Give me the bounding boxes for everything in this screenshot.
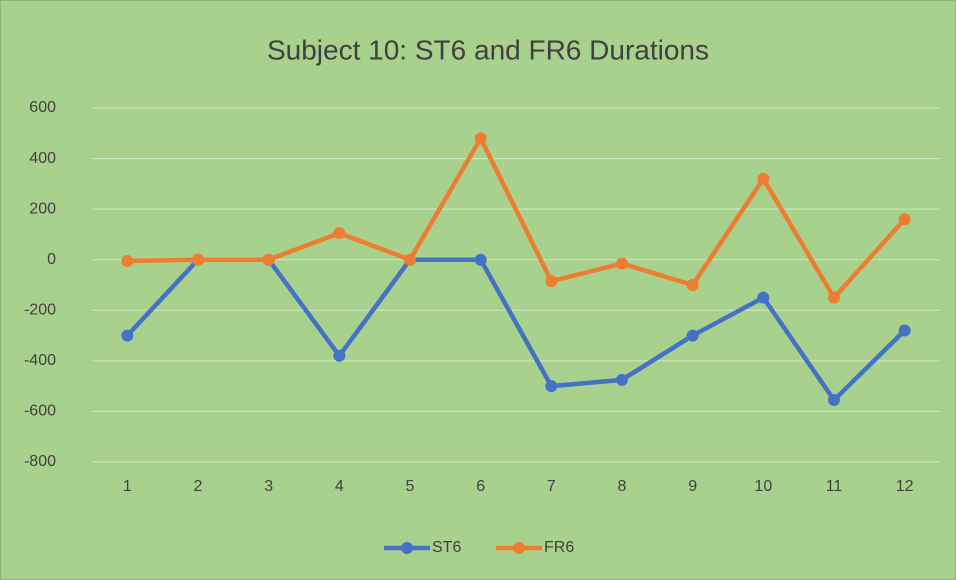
data-point [616,373,628,386]
data-point [828,291,840,304]
x-tick-label: 12 [896,478,914,495]
data-point [121,329,134,342]
data-point [192,253,204,266]
data-point [898,213,911,226]
legend-label: ST6 [432,539,461,556]
data-point [333,227,346,240]
x-tick-label: 11 [826,478,843,495]
x-tick-label: 9 [688,478,697,495]
data-point [474,132,487,145]
x-tick-label: 7 [547,478,556,495]
x-tick-label: 6 [476,478,485,495]
data-point [757,172,770,185]
y-tick-label: -600 [24,403,56,420]
x-tick-label: 10 [754,478,772,495]
y-tick-label: 200 [29,200,56,217]
y-tick-label: 600 [29,99,56,116]
chart-title: Subject 10: ST6 and FR6 Durations [267,34,709,65]
data-point [616,257,628,270]
legend-marker [401,542,413,554]
legend-label: FR6 [544,539,574,556]
y-tick-label: -400 [24,352,56,369]
data-point [121,254,134,267]
data-point [757,291,770,304]
x-tick-label: 5 [406,478,415,495]
series-line [127,136,907,300]
data-point [333,349,346,362]
data-point [545,275,558,288]
y-tick-label: 0 [47,251,56,268]
data-point [545,380,558,393]
x-tick-label: 8 [618,478,627,495]
y-tick-label: -800 [24,453,56,470]
data-point [828,394,840,407]
legend-marker [513,542,525,554]
data-point [262,253,275,266]
data-point [686,329,699,342]
x-tick-label: 1 [123,478,132,495]
x-tick-label: 2 [194,478,203,495]
data-point [686,279,699,291]
data-point [898,324,911,337]
data-point [404,253,416,266]
x-tick-label: 4 [335,478,344,495]
y-tick-label: 400 [29,150,56,167]
y-tick-label: -200 [24,302,56,319]
x-tick-label: 3 [264,478,273,495]
data-point [474,253,487,266]
